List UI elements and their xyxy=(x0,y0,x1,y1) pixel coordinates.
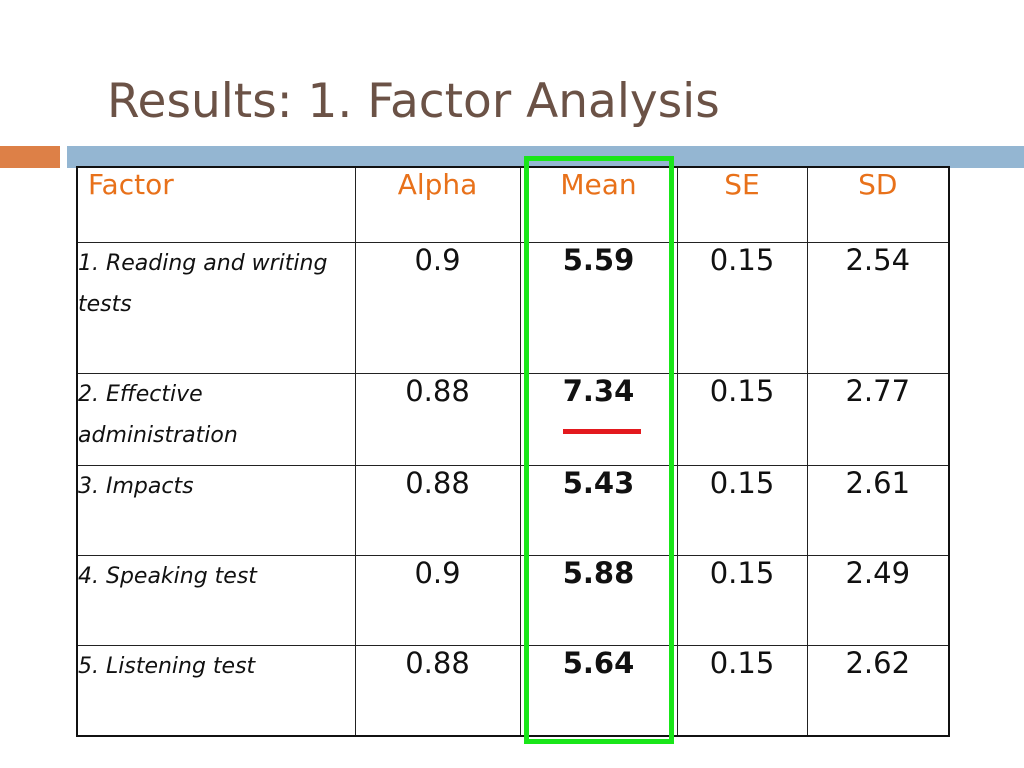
table-header-row: Factor Alpha Mean SE SD xyxy=(76,166,950,243)
sd-cell: 2.77 xyxy=(806,372,950,466)
alpha-cell: 0.88 xyxy=(354,372,521,466)
sd-cell: 2.54 xyxy=(806,241,950,374)
alpha-cell: 0.88 xyxy=(354,644,521,737)
mean-cell: 5.43 xyxy=(519,464,678,556)
factor-cell: 1. Reading and writing tests xyxy=(76,241,356,374)
table-row: 1. Reading and writing tests 0.9 5.59 0.… xyxy=(76,241,950,374)
table-row: 3. Impacts 0.88 5.43 0.15 2.61 xyxy=(76,464,950,556)
se-cell: 0.15 xyxy=(676,372,808,466)
se-cell: 0.15 xyxy=(676,644,808,737)
header-se: SE xyxy=(676,166,808,243)
sd-cell: 2.62 xyxy=(806,644,950,737)
header-alpha: Alpha xyxy=(354,166,521,243)
se-cell: 0.15 xyxy=(676,241,808,374)
table-row: 2. Effective administration 0.88 7.34 0.… xyxy=(76,372,950,466)
sd-cell: 2.49 xyxy=(806,554,950,646)
factor-cell: 5. Listening test xyxy=(76,644,356,737)
factor-cell: 2. Effective administration xyxy=(76,372,356,466)
mean-cell: 5.88 xyxy=(519,554,678,646)
se-cell: 0.15 xyxy=(676,554,808,646)
accent-bar-blue xyxy=(67,146,1024,168)
mean-cell: 5.59 xyxy=(519,241,678,374)
slide-title: Results: 1. Factor Analysis xyxy=(107,74,720,129)
se-cell: 0.15 xyxy=(676,464,808,556)
sd-cell: 2.61 xyxy=(806,464,950,556)
alpha-cell: 0.9 xyxy=(354,554,521,646)
alpha-cell: 0.9 xyxy=(354,241,521,374)
header-factor: Factor xyxy=(76,166,356,243)
mean-cell: 7.34 xyxy=(519,372,678,466)
accent-bar-orange xyxy=(0,146,60,168)
header-sd: SD xyxy=(806,166,950,243)
table-row: 4. Speaking test 0.9 5.88 0.15 2.49 xyxy=(76,554,950,646)
table-row: 5. Listening test 0.88 5.64 0.15 2.62 xyxy=(76,644,950,737)
factor-cell: 3. Impacts xyxy=(76,464,356,556)
factor-analysis-table: Factor Alpha Mean SE SD 1. Reading and w… xyxy=(76,166,950,737)
highest-mean-underline xyxy=(563,429,641,434)
mean-cell: 5.64 xyxy=(519,644,678,737)
factor-cell: 4. Speaking test xyxy=(76,554,356,646)
alpha-cell: 0.88 xyxy=(354,464,521,556)
header-mean: Mean xyxy=(519,166,678,243)
